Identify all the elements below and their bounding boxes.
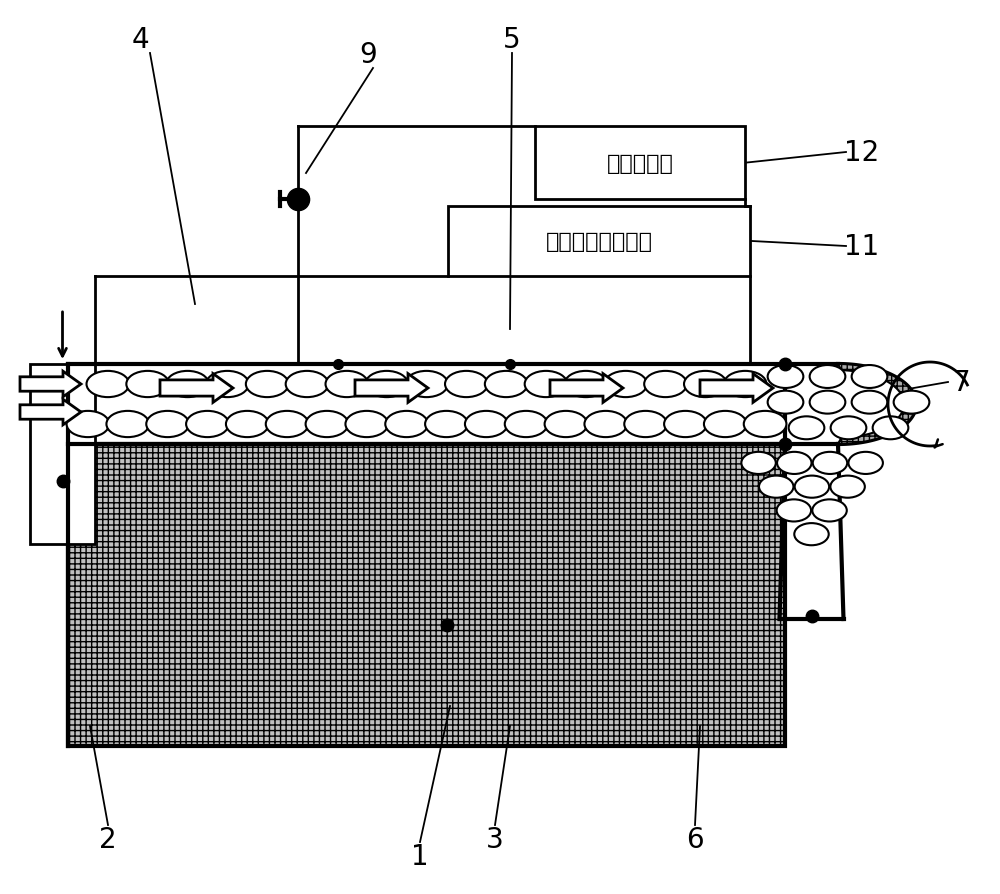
Ellipse shape [405,372,448,398]
Ellipse shape [830,477,865,498]
Ellipse shape [777,500,811,522]
Ellipse shape [768,366,803,389]
Ellipse shape [106,411,149,438]
Ellipse shape [848,452,883,475]
Text: 11: 11 [844,232,880,261]
Ellipse shape [624,411,667,438]
FancyArrow shape [160,375,233,403]
Ellipse shape [704,411,747,438]
Ellipse shape [584,411,627,438]
Ellipse shape [345,411,388,438]
FancyArrow shape [355,375,428,403]
Ellipse shape [286,372,328,398]
Ellipse shape [485,372,527,398]
Ellipse shape [759,477,793,498]
Ellipse shape [789,417,824,440]
Ellipse shape [812,500,847,522]
Ellipse shape [525,372,567,398]
Ellipse shape [684,372,727,398]
Ellipse shape [777,452,812,475]
Ellipse shape [810,392,845,414]
Ellipse shape [306,411,348,438]
Ellipse shape [67,411,109,438]
Ellipse shape [226,411,269,438]
Ellipse shape [545,411,587,438]
Bar [30,365,95,544]
Ellipse shape [644,372,687,398]
Ellipse shape [873,417,908,440]
Ellipse shape [206,372,249,398]
Ellipse shape [186,411,229,438]
Ellipse shape [166,372,209,398]
Ellipse shape [445,372,488,398]
FancyArrow shape [700,375,773,403]
Text: 5: 5 [503,26,521,54]
Text: 4: 4 [131,26,149,54]
Ellipse shape [505,411,547,438]
Ellipse shape [266,411,308,438]
Ellipse shape [810,366,845,389]
Ellipse shape [465,411,508,438]
Ellipse shape [664,411,707,438]
Text: 7: 7 [953,368,971,397]
Ellipse shape [794,524,829,545]
Bar [68,444,785,746]
Text: 6: 6 [686,825,704,853]
FancyArrow shape [550,375,623,403]
Ellipse shape [126,372,169,398]
Ellipse shape [604,372,647,398]
Text: 2: 2 [99,825,117,853]
Text: 12: 12 [844,139,880,167]
Ellipse shape [724,372,766,398]
Ellipse shape [385,411,428,438]
Polygon shape [838,365,916,444]
Ellipse shape [326,372,368,398]
Ellipse shape [425,411,468,438]
Ellipse shape [87,372,129,398]
Text: 1: 1 [411,842,429,870]
Ellipse shape [813,452,847,475]
Bar [535,127,745,199]
Text: 气体循环利用设备: 气体循环利用设备 [546,232,652,252]
Ellipse shape [795,477,829,498]
Ellipse shape [852,392,887,414]
Bar [448,207,750,276]
Ellipse shape [852,366,887,389]
FancyArrow shape [20,400,81,426]
FancyArrow shape [20,372,81,397]
Ellipse shape [146,411,189,438]
Text: 3: 3 [486,825,504,853]
Ellipse shape [744,411,786,438]
Ellipse shape [831,417,866,440]
Text: 9: 9 [359,41,377,69]
Ellipse shape [768,392,803,414]
Ellipse shape [894,392,929,414]
Ellipse shape [246,372,288,398]
Text: 转底炉炉气: 转底炉炉气 [607,154,673,173]
Ellipse shape [741,452,776,475]
Ellipse shape [365,372,408,398]
Ellipse shape [565,372,607,398]
